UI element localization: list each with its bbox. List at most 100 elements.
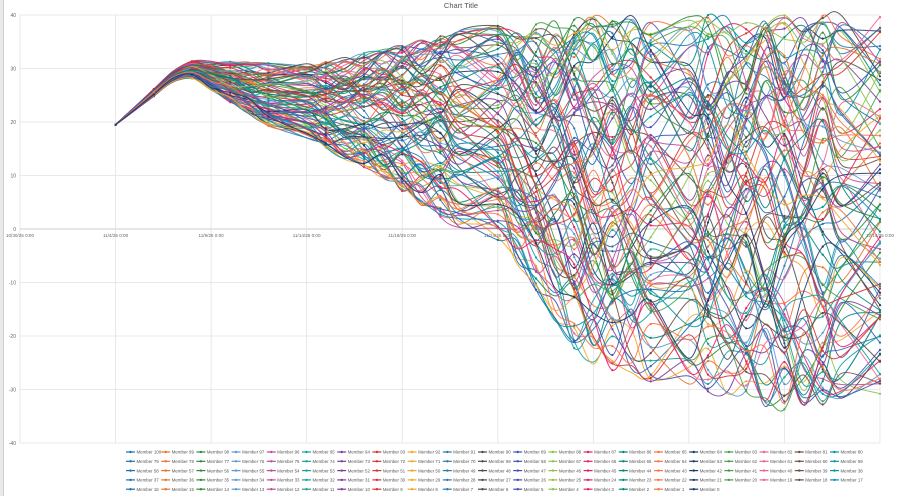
legend-item[interactable]: Member 23 — [618, 478, 652, 483]
legend-item[interactable]: Member 18 — [794, 478, 828, 483]
legend-item[interactable]: Member 54 — [266, 468, 300, 473]
legend-item[interactable]: Member 60 — [794, 459, 828, 464]
legend-item[interactable]: Member 2 — [618, 487, 650, 492]
legend-item[interactable]: Member 90 — [478, 450, 511, 455]
legend-item[interactable]: Member 37 — [126, 478, 159, 483]
legend-item[interactable]: Member 46 — [548, 468, 582, 473]
legend-item[interactable]: Member 74 — [302, 459, 335, 464]
legend-item[interactable]: Member 38 — [830, 468, 863, 473]
legend-item[interactable]: Member 17 — [830, 478, 863, 483]
legend-item[interactable]: Member 12 — [266, 487, 300, 492]
legend-item[interactable]: Member 32 — [302, 478, 335, 483]
legend-item[interactable]: Member 21 — [689, 478, 722, 483]
legend-item[interactable]: Member 75 — [266, 459, 300, 464]
legend-item[interactable]: Member 29 — [407, 478, 441, 483]
legend-item[interactable]: Member 36 — [161, 478, 194, 483]
legend-item[interactable]: Member 93 — [372, 450, 406, 455]
legend-item[interactable]: Member 97 — [231, 450, 265, 455]
legend-item[interactable]: Member 15 — [161, 487, 194, 492]
legend-item[interactable]: Member 42 — [689, 468, 722, 473]
legend-item[interactable]: Member 66 — [583, 459, 617, 464]
legend-item[interactable]: Member 49 — [442, 468, 476, 473]
legend-item[interactable]: Member 64 — [654, 459, 687, 464]
legend-item[interactable]: Member 87 — [583, 450, 617, 455]
legend-item[interactable]: Member 16 — [126, 487, 159, 492]
legend-item[interactable]: Member 100 — [126, 450, 162, 455]
legend-item[interactable]: Member 51 — [372, 468, 406, 473]
legend-item[interactable]: Member 24 — [583, 478, 617, 483]
legend-item[interactable]: Member 53 — [302, 468, 335, 473]
legend-item[interactable]: Member 58 — [126, 468, 159, 473]
legend-item[interactable]: Member 19 — [759, 478, 793, 483]
legend-item[interactable]: Member 57 — [161, 468, 194, 473]
legend-item[interactable]: Member 40 — [759, 468, 793, 473]
legend-item[interactable]: Member 71 — [407, 459, 441, 464]
legend-item[interactable]: Member 82 — [759, 450, 793, 455]
legend-item[interactable]: Member 0 — [689, 487, 720, 492]
legend-item[interactable]: Member 76 — [231, 459, 265, 464]
legend-item[interactable]: Member 25 — [548, 478, 582, 483]
legend-item[interactable]: Member 78 — [161, 459, 194, 464]
legend-item[interactable]: Member 84 — [689, 450, 722, 455]
legend-item[interactable]: Member 8 — [407, 487, 439, 492]
legend-item[interactable]: Member 26 — [513, 478, 546, 483]
legend-item[interactable]: Member 56 — [196, 468, 230, 473]
legend-item[interactable]: Member 59 — [830, 459, 863, 464]
legend-item[interactable]: Member 85 — [654, 450, 687, 455]
legend-item[interactable]: Member 69 — [478, 459, 511, 464]
legend-item[interactable]: Member 41 — [724, 468, 758, 473]
legend-item[interactable]: Member 11 — [302, 487, 335, 492]
legend-item[interactable]: Member 5 — [513, 487, 544, 492]
legend-item[interactable]: Member 81 — [794, 450, 828, 455]
legend-item[interactable]: Member 70 — [442, 459, 476, 464]
legend-item[interactable]: Member 65 — [618, 459, 652, 464]
legend-item[interactable]: Member 35 — [196, 478, 230, 483]
legend-item[interactable]: Member 44 — [618, 468, 652, 473]
legend-item[interactable]: Member 62 — [724, 459, 758, 464]
legend-item[interactable]: Member 95 — [302, 450, 335, 455]
legend-item[interactable]: Member 48 — [478, 468, 511, 473]
legend-item[interactable]: Member 99 — [161, 450, 194, 455]
legend-item[interactable]: Member 1 — [654, 487, 685, 492]
legend-item[interactable]: Member 63 — [689, 459, 722, 464]
legend-item[interactable]: Member 80 — [830, 450, 863, 455]
legend-item[interactable]: Member 98 — [196, 450, 230, 455]
legend-item[interactable]: Member 22 — [654, 478, 687, 483]
legend-item[interactable]: Member 55 — [231, 468, 265, 473]
legend-item[interactable]: Member 30 — [372, 478, 406, 483]
legend-item[interactable]: Member 91 — [442, 450, 476, 455]
legend-item[interactable]: Member 28 — [442, 478, 476, 483]
legend-item[interactable]: Member 79 — [126, 459, 159, 464]
legend-item[interactable]: Member 92 — [407, 450, 441, 455]
legend-item[interactable]: Member 14 — [196, 487, 230, 492]
legend-item[interactable]: Member 20 — [724, 478, 758, 483]
legend-item[interactable]: Member 86 — [618, 450, 652, 455]
legend-item[interactable]: Member 13 — [231, 487, 265, 492]
legend-item[interactable]: Member 96 — [266, 450, 300, 455]
legend-item[interactable]: Member 9 — [372, 487, 403, 492]
legend-item[interactable]: Member 61 — [759, 459, 793, 464]
legend-item[interactable]: Member 43 — [654, 468, 687, 473]
legend-item[interactable]: Member 68 — [513, 459, 546, 464]
legend-item[interactable]: Member 94 — [337, 450, 370, 455]
legend-item[interactable]: Member 3 — [583, 487, 615, 492]
legend-item[interactable]: Member 39 — [794, 468, 828, 473]
legend-item[interactable]: Member 67 — [548, 459, 582, 464]
legend-item[interactable]: Member 83 — [724, 450, 758, 455]
legend-item[interactable]: Member 52 — [337, 468, 370, 473]
legend[interactable]: Member 100 Member 99 Member 98 Member 97 Mem… — [126, 450, 863, 492]
legend-item[interactable]: Member 47 — [513, 468, 546, 473]
legend-item[interactable]: Member 6 — [478, 487, 509, 492]
legend-item[interactable]: Member 72 — [372, 459, 406, 464]
legend-item[interactable]: Member 89 — [513, 450, 546, 455]
legend-item[interactable]: Member 77 — [196, 459, 230, 464]
legend-item[interactable]: Member 34 — [231, 478, 265, 483]
legend-item[interactable]: Member 88 — [548, 450, 582, 455]
legend-item[interactable]: Member 33 — [266, 478, 300, 483]
legend-item[interactable]: Member 31 — [337, 478, 370, 483]
legend-item[interactable]: Member 27 — [478, 478, 511, 483]
legend-item[interactable]: Member 7 — [442, 487, 474, 492]
legend-item[interactable]: Member 50 — [407, 468, 441, 473]
legend-item[interactable]: Member 4 — [548, 487, 579, 492]
legend-item[interactable]: Member 45 — [583, 468, 617, 473]
